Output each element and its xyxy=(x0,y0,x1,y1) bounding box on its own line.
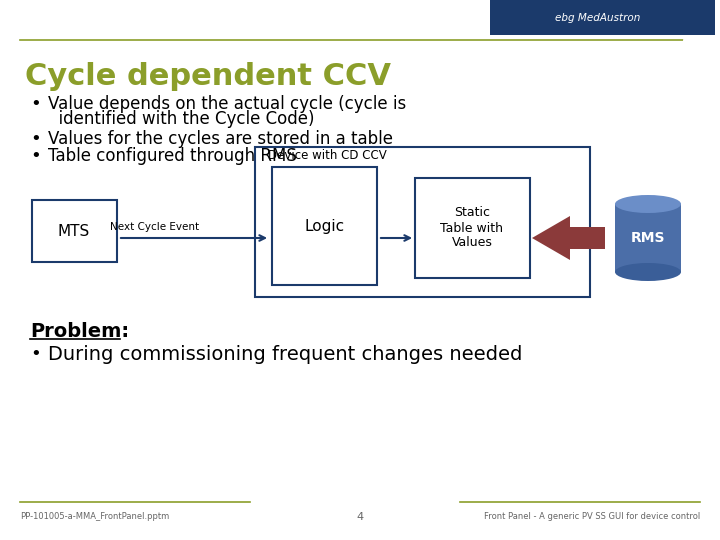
Text: Next Cycle Event: Next Cycle Event xyxy=(110,222,199,232)
Ellipse shape xyxy=(615,263,681,281)
Text: ebg MedAustron: ebg MedAustron xyxy=(555,13,641,23)
Text: Problem:: Problem: xyxy=(30,322,129,341)
Polygon shape xyxy=(532,216,605,260)
Text: MTS: MTS xyxy=(58,224,90,239)
Text: Cycle dependent CCV: Cycle dependent CCV xyxy=(25,62,391,91)
FancyBboxPatch shape xyxy=(32,200,117,262)
Text: identified with the Cycle Code): identified with the Cycle Code) xyxy=(48,110,315,128)
Text: Table configured through RMS: Table configured through RMS xyxy=(48,147,297,165)
Text: Front Panel - A generic PV SS GUI for device control: Front Panel - A generic PV SS GUI for de… xyxy=(484,512,700,521)
Text: •: • xyxy=(30,130,41,148)
Text: Logic: Logic xyxy=(305,219,345,233)
Bar xyxy=(615,204,681,272)
Text: •: • xyxy=(30,95,41,113)
Text: Values for the cycles are stored in a table: Values for the cycles are stored in a ta… xyxy=(48,130,393,148)
Text: Value depends on the actual cycle (cycle is: Value depends on the actual cycle (cycle… xyxy=(48,95,406,113)
FancyBboxPatch shape xyxy=(490,0,715,35)
Text: •: • xyxy=(30,345,41,363)
Text: During commissioning frequent changes needed: During commissioning frequent changes ne… xyxy=(48,345,523,364)
FancyBboxPatch shape xyxy=(255,147,590,297)
Ellipse shape xyxy=(615,195,681,213)
FancyBboxPatch shape xyxy=(272,167,377,285)
FancyBboxPatch shape xyxy=(415,178,530,278)
Text: 4: 4 xyxy=(356,512,364,522)
Text: •: • xyxy=(30,147,41,165)
Text: Device with CD CCV: Device with CD CCV xyxy=(268,149,387,162)
Text: RMS: RMS xyxy=(631,231,665,245)
Text: PP-101005-a-MMA_FrontPanel.pptm: PP-101005-a-MMA_FrontPanel.pptm xyxy=(20,512,169,521)
Text: Static
Table with
Values: Static Table with Values xyxy=(441,206,503,249)
